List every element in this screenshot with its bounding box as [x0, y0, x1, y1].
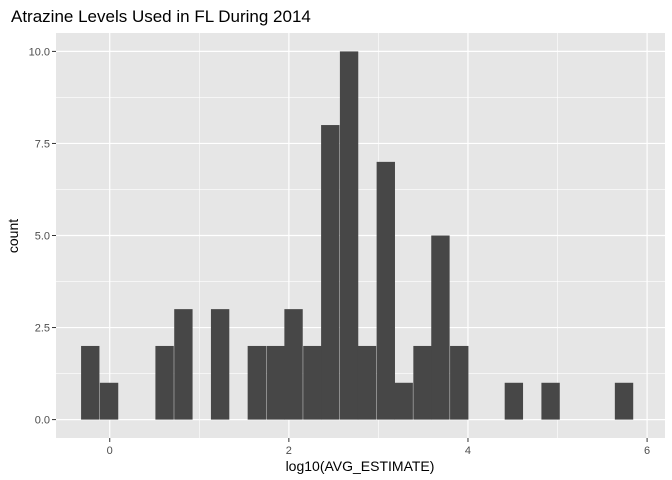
histogram-bar [357, 345, 377, 420]
histogram-bar [504, 382, 524, 420]
y-tick-label: 7.5 [35, 138, 50, 150]
y-tick-label: 10.0 [29, 46, 50, 58]
histogram-bar [174, 309, 193, 420]
histogram-bar [541, 382, 560, 420]
histogram-bar [321, 125, 340, 420]
histogram-bar [247, 345, 267, 420]
histogram-bar [210, 309, 230, 420]
histogram-bar [81, 345, 100, 420]
y-tick-label: 0.0 [35, 415, 50, 427]
histogram-bar [284, 309, 303, 420]
y-tick-label: 2.5 [35, 323, 50, 335]
histogram-bar [155, 345, 174, 420]
histogram-bars [81, 51, 634, 420]
histogram-bar [413, 345, 432, 420]
histogram-bar [614, 382, 634, 420]
histogram-bar [431, 235, 450, 420]
chart-title: Atrazine Levels Used in FL During 2014 [11, 7, 311, 26]
histogram-bar [303, 345, 322, 420]
x-tick-label: 6 [644, 445, 650, 457]
x-tick-label: 4 [465, 445, 471, 457]
x-axis: 0 2 4 6 [107, 438, 650, 457]
x-tick-label: 0 [107, 445, 113, 457]
y-axis: 0.0 2.5 5.0 7.5 10.0 [29, 46, 56, 427]
histogram-bar [394, 382, 413, 420]
y-axis-title: count [5, 219, 21, 253]
x-tick-label: 2 [286, 445, 292, 457]
histogram-bar [99, 382, 119, 420]
histogram-bar [450, 345, 469, 420]
x-axis-title: log10(AVG_ESTIMATE) [286, 458, 435, 474]
histogram-bar [376, 161, 395, 420]
y-tick-label: 5.0 [35, 231, 50, 243]
histogram-bar [266, 345, 285, 420]
histogram-bar [339, 51, 359, 420]
